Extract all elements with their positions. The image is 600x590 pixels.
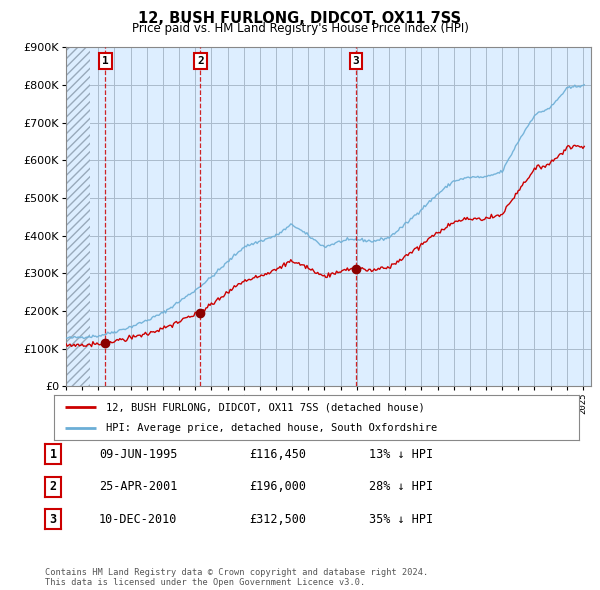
Text: 3: 3 (352, 56, 359, 65)
Text: Price paid vs. HM Land Registry's House Price Index (HPI): Price paid vs. HM Land Registry's House … (131, 22, 469, 35)
Text: 35% ↓ HPI: 35% ↓ HPI (369, 513, 433, 526)
Text: 2: 2 (197, 56, 204, 65)
Text: 10-DEC-2010: 10-DEC-2010 (99, 513, 178, 526)
Text: £312,500: £312,500 (249, 513, 306, 526)
Text: 12, BUSH FURLONG, DIDCOT, OX11 7SS: 12, BUSH FURLONG, DIDCOT, OX11 7SS (139, 11, 461, 25)
Text: 28% ↓ HPI: 28% ↓ HPI (369, 480, 433, 493)
Text: £116,450: £116,450 (249, 448, 306, 461)
Text: 25-APR-2001: 25-APR-2001 (99, 480, 178, 493)
Text: 12, BUSH FURLONG, DIDCOT, OX11 7SS (detached house): 12, BUSH FURLONG, DIDCOT, OX11 7SS (deta… (107, 402, 425, 412)
Text: HPI: Average price, detached house, South Oxfordshire: HPI: Average price, detached house, Sout… (107, 422, 438, 432)
Text: Contains HM Land Registry data © Crown copyright and database right 2024.
This d: Contains HM Land Registry data © Crown c… (45, 568, 428, 587)
Text: 1: 1 (50, 448, 57, 461)
Text: 1: 1 (102, 56, 109, 65)
Text: 2: 2 (50, 480, 57, 493)
Text: 3: 3 (50, 513, 57, 526)
Text: 09-JUN-1995: 09-JUN-1995 (99, 448, 178, 461)
Bar (66, 47, 90, 386)
Text: £196,000: £196,000 (249, 480, 306, 493)
Text: 13% ↓ HPI: 13% ↓ HPI (369, 448, 433, 461)
